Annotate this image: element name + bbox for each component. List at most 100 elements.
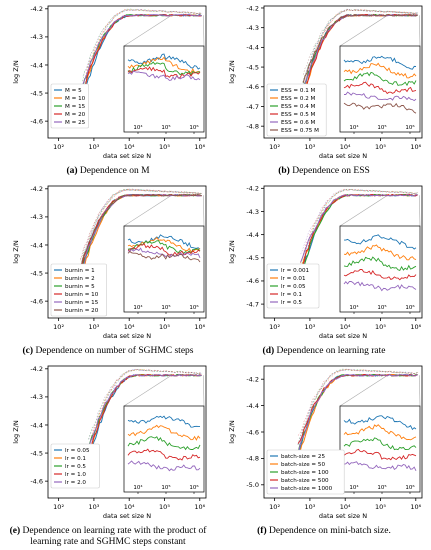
x-tick-label: 10⁴ [124, 323, 135, 331]
x-tick-label: 10³ [88, 143, 99, 151]
inset-x-tick-label: 10⁶ [405, 484, 415, 491]
legend: lr = 0.001 lr = 0.01 lr = 0.05 lr = 0.1 lr =… [266, 263, 320, 309]
x-axis-label: data set size N [319, 332, 367, 340]
inset-frame [339, 405, 421, 493]
x-tick-label: 10⁶ [410, 323, 421, 331]
legend-entry: ESS = 0.2 M [281, 96, 316, 102]
y-axis-label: log Z/N [12, 60, 20, 84]
y-tick-label: -4.3 [246, 208, 259, 216]
series-band [300, 188, 418, 255]
x-tick-label: 10² [269, 503, 280, 511]
legend-entry: burnin = 10 [65, 292, 99, 298]
inset-zoom: 10⁴ 10⁵ 10⁶ [123, 405, 205, 494]
series-group [301, 8, 421, 101]
inset-zoom: 10⁴ 10⁵ 10⁶ [339, 45, 421, 134]
caption-label: (f) [257, 526, 269, 536]
legend-entry: M = 25 [65, 120, 86, 126]
zoom-connector [203, 195, 205, 227]
inset-x-tick-label: 10⁶ [189, 124, 199, 131]
caption-text: Dependence on learning rate [276, 346, 386, 356]
legend-box [50, 443, 100, 489]
series-band [300, 189, 418, 264]
x-tick-label: 10⁶ [410, 143, 421, 151]
chart-panel-f: 10² 10³ 10⁴ 10⁵ 10⁶ -4.2 -4.4 -4.6 -4.8 -5.0 data … [224, 362, 424, 542]
legend: lr = 0.05 lr = 0.1 lr = 0.5 lr = 1.0 lr = 2.… [50, 443, 100, 489]
series-line [297, 373, 418, 454]
inset-series-line [128, 243, 201, 256]
caption-text: Dependence on mini-batch size. [269, 526, 391, 536]
y-axis-label: log Z/N [12, 420, 20, 444]
inset-x-tick-label: 10⁴ [133, 304, 143, 311]
y-tick-label: -4.6 [30, 297, 43, 305]
series-band [80, 188, 202, 261]
inset-x-tick-label: 10⁵ [377, 124, 386, 131]
inset-series-line [343, 102, 417, 114]
series-band [88, 369, 202, 449]
zoom-connector [339, 14, 388, 47]
zoom-connector [339, 374, 388, 407]
y-tick-label: -4.5 [30, 269, 43, 277]
axes-frame [47, 185, 207, 319]
series-band [82, 9, 202, 86]
x-tick-label: 10⁵ [159, 143, 170, 151]
inset-frame [339, 225, 421, 313]
y-tick-label: -4.4 [30, 241, 43, 249]
legend-entry: lr = 0.5 [65, 464, 86, 470]
caption-f: (f) Dependence on mini-batch size. [224, 526, 424, 537]
inset-series-line [343, 415, 417, 431]
series-band [299, 188, 418, 263]
inset-series-line [343, 437, 417, 451]
legend-entry: lr = 0.05 [281, 284, 306, 290]
y-tick-label: -4.3 [30, 213, 43, 221]
y-tick-label: -4.2 [246, 376, 259, 384]
inset-x-tick-label: 10⁶ [189, 484, 199, 491]
caption-text: Dependence on learning rate with the pro… [22, 526, 207, 547]
inset-series-line [127, 250, 201, 263]
series-band [79, 188, 202, 267]
legend-entry: lr = 0.01 [281, 276, 306, 282]
caption-e: (e) Dependence on learning rate with the… [8, 526, 208, 548]
x-axis-label: data set size N [103, 152, 151, 160]
y-tick-label: -4.8 [246, 455, 259, 463]
inset-x-tick-label: 10⁴ [133, 124, 143, 131]
series-band [297, 369, 418, 436]
series-band [302, 9, 418, 84]
x-tick-label: 10² [269, 143, 280, 151]
zoom-connector [123, 14, 172, 47]
x-tick-label: 10⁶ [194, 503, 205, 511]
zoom-connector [339, 194, 388, 227]
series-band [82, 9, 202, 77]
legend-entry: batch-size = 25 [281, 454, 325, 460]
inset-series-line [127, 436, 201, 451]
y-tick-label: -4.4 [246, 402, 259, 410]
series-group [297, 368, 421, 462]
chart-panel-e: 10² 10³ 10⁴ 10⁵ 10⁶ -4.2 -4.3 -4.4 -4.5 -4.6 data … [8, 362, 208, 547]
chart-panel-d: 10² 10³ 10⁴ 10⁵ 10⁶ -4.2 -4.3 -4.4 -4.5 -4.6 -4.7 d… [224, 182, 424, 362]
x-tick-label: 10² [53, 323, 64, 331]
legend: M = 5 M = 10 M = 15 M = 20 M = 25 [50, 83, 89, 129]
inset-series-line [343, 55, 417, 70]
y-tick-label: -4.2 [30, 365, 43, 373]
y-tick-label: -4.6 [30, 117, 43, 125]
legend-entry: ESS = 0.1 M [281, 88, 316, 94]
axes-frame [47, 365, 207, 499]
y-tick-label: -4.6 [246, 83, 259, 91]
x-tick-label: 10⁴ [340, 503, 351, 511]
y-tick-label: -4.2 [246, 185, 259, 193]
series-band [302, 8, 418, 93]
caption-text: Dependence on ESS [292, 166, 370, 176]
y-axis-label: log Z/N [12, 240, 20, 264]
legend-entry: ESS = 0.75 M [281, 128, 319, 134]
legend-entry: batch-size = 1000 [281, 486, 333, 492]
chart-svg-b: 10² 10³ 10⁴ 10⁵ 10⁶ -4.2 -4.3 -4.4 -4.5 -4.6 -4.7 -… [228, 4, 423, 160]
caption-text: Dependence on M [79, 166, 150, 176]
inset-x-tick-label: 10⁵ [161, 484, 170, 491]
zoom-connector [203, 375, 205, 407]
y-tick-label: -4.3 [30, 33, 43, 41]
legend-entry: batch-size = 50 [281, 462, 325, 468]
chart-svg-a: 10² 10³ 10⁴ 10⁵ 10⁶ -4.2 -4.3 -4.4 -4.5 -4.6 data … [12, 5, 207, 160]
x-tick-label: 10⁴ [340, 323, 351, 331]
legend-entry: burnin = 20 [65, 308, 99, 314]
legend-box [50, 83, 89, 129]
series-line [82, 13, 202, 85]
